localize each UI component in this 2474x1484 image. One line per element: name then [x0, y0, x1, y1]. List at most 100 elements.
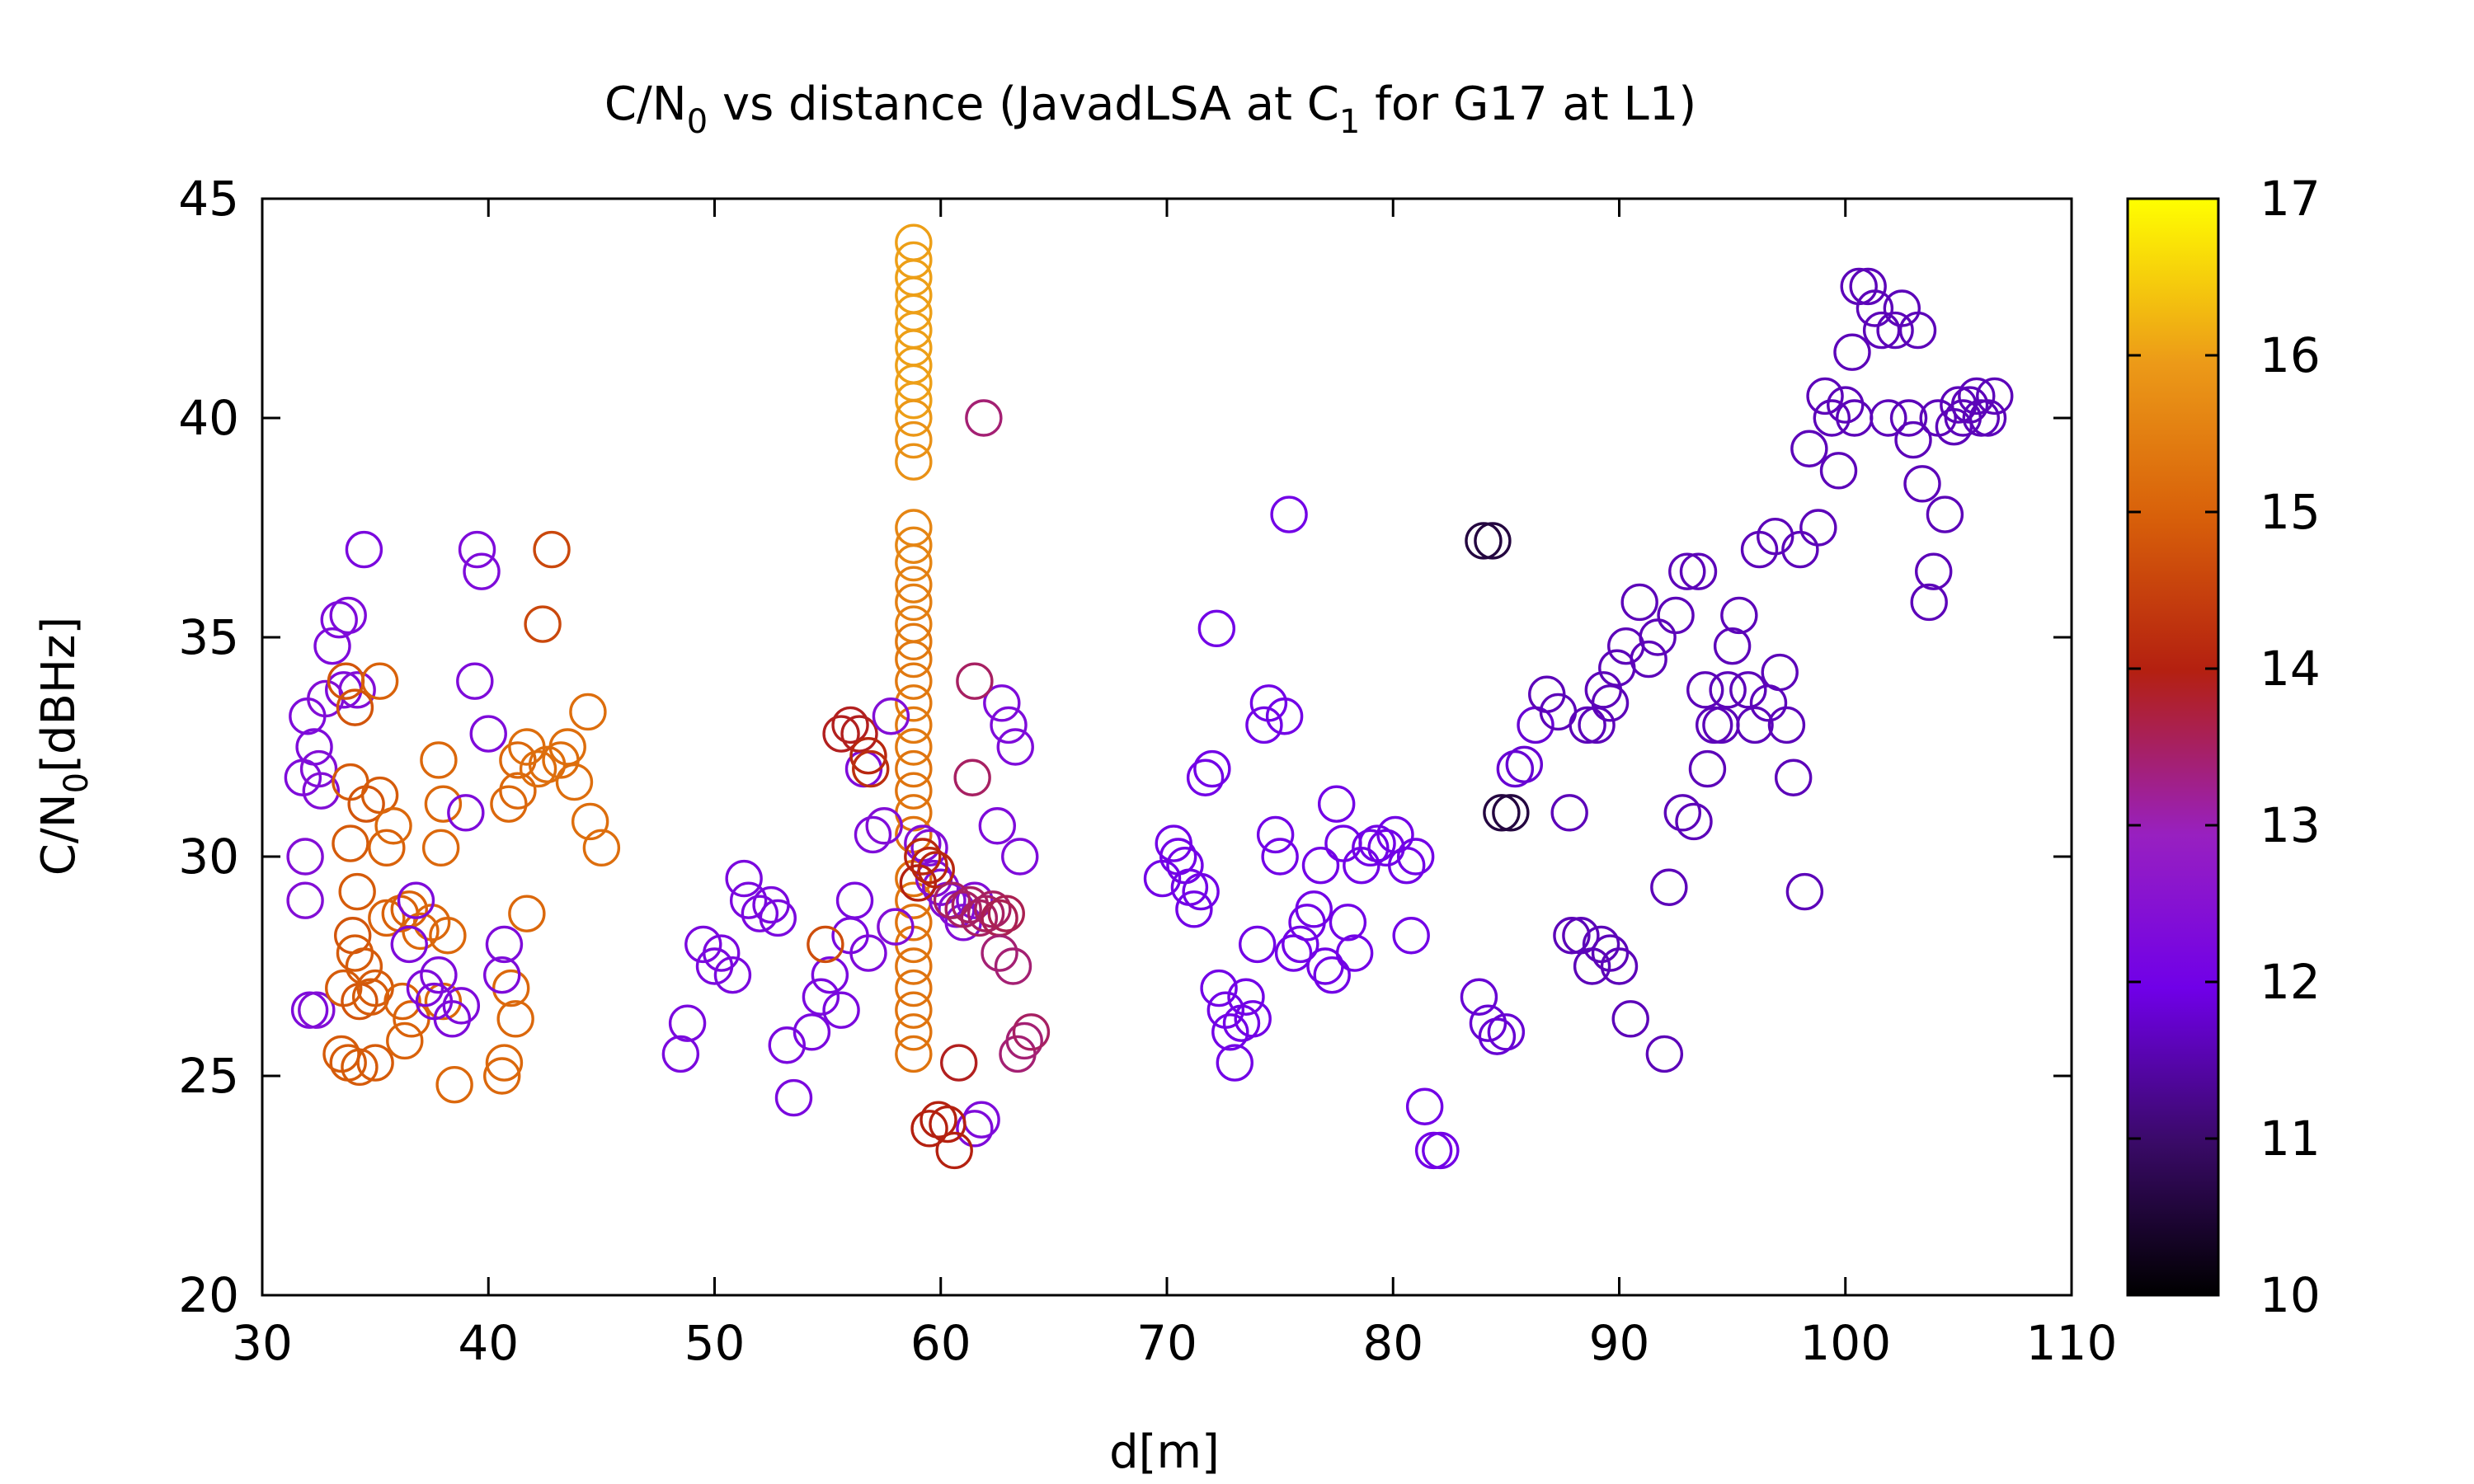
data-point [661, 1035, 700, 1073]
data-point [1193, 749, 1231, 788]
data-point [974, 890, 1012, 928]
data-point [939, 1044, 978, 1082]
data-point [793, 1013, 831, 1051]
data-point [286, 838, 324, 876]
data-point [1288, 904, 1326, 942]
data-point [831, 706, 869, 744]
data-point [852, 749, 890, 788]
data-point [483, 956, 521, 994]
data-point [725, 859, 763, 898]
data-point [329, 596, 367, 635]
data-point [1729, 671, 1767, 709]
data-point [1819, 452, 1858, 490]
data-point [1211, 1013, 1249, 1051]
data-point [872, 697, 910, 735]
data-point [1688, 749, 1727, 788]
data-point [1335, 934, 1374, 972]
data-point [895, 1013, 933, 1051]
data-point [1265, 697, 1304, 735]
data-point [1317, 785, 1356, 823]
data-point [1736, 706, 1774, 744]
data-point [1270, 495, 1308, 533]
data-point [807, 925, 844, 964]
data-point [895, 622, 933, 661]
x-tick-label: 40 [458, 1315, 519, 1371]
data-point [1976, 377, 2014, 416]
data-point [895, 443, 933, 481]
data-point [499, 741, 537, 779]
data-point [1757, 517, 1794, 556]
data-point [582, 829, 621, 867]
data-point [386, 1021, 424, 1060]
data-point [956, 662, 994, 700]
data-point [1910, 583, 1948, 622]
data-point [987, 895, 1025, 932]
data-point [768, 1026, 806, 1064]
data-point [420, 741, 458, 779]
data-point [1496, 749, 1535, 788]
data-point [774, 1078, 813, 1117]
data-point [1249, 684, 1288, 722]
colorbar-tick-label: 17 [2260, 171, 2321, 227]
data-point [533, 530, 571, 569]
data-point [981, 934, 1018, 972]
data-point [360, 776, 399, 815]
colorbar-tick-label: 13 [2260, 797, 2321, 853]
data-point [1505, 745, 1544, 783]
data-point [1301, 846, 1340, 885]
data-point [1827, 386, 1865, 424]
data-point [811, 956, 849, 994]
data-point [865, 807, 903, 845]
y-tick-label: 40 [178, 390, 239, 446]
data-point [1679, 552, 1718, 590]
colorbar [2126, 197, 2220, 1297]
data-point [1668, 552, 1706, 590]
data-point [338, 872, 376, 911]
data-point [1686, 671, 1724, 709]
data-point [1227, 978, 1265, 1016]
data-point [485, 1044, 524, 1082]
data-point [458, 530, 496, 569]
data-point [1569, 706, 1606, 744]
data-point [1889, 399, 1928, 437]
data-point [1460, 978, 1498, 1016]
data-point [1761, 653, 1799, 692]
data-point [802, 978, 840, 1016]
y-axis-label: C/N0[dBHz] [32, 617, 96, 876]
y-tick-label: 25 [178, 1048, 239, 1104]
data-point [895, 991, 933, 1029]
data-point [351, 978, 390, 1016]
x-tick-label: 80 [1362, 1315, 1423, 1371]
data-point [286, 881, 324, 919]
data-point [1702, 706, 1740, 744]
data-point [895, 772, 933, 810]
data-point [1591, 934, 1630, 972]
data-point [1790, 430, 1828, 467]
data-point [313, 627, 351, 665]
data-point [1740, 530, 1779, 569]
data-point [548, 728, 586, 766]
data-point [956, 881, 994, 919]
data-point [929, 1105, 967, 1144]
data-point [1894, 420, 1932, 459]
colorbar-ticks: 10 11 12 13 14 15 16 17 [2128, 171, 2321, 1323]
x-tick-label: 50 [684, 1315, 745, 1371]
data-point [1329, 904, 1367, 942]
data-point [1926, 495, 1964, 533]
data-point [555, 763, 594, 801]
data-point [752, 885, 790, 924]
data-point [1492, 794, 1530, 832]
data-point [840, 715, 878, 753]
data-point [1709, 671, 1747, 709]
data-point [1352, 829, 1390, 867]
data-point [1245, 706, 1283, 744]
data-point [1870, 399, 1907, 437]
data-point [849, 736, 887, 775]
data-point [1813, 399, 1851, 437]
data-point [433, 1000, 472, 1038]
data-point [895, 706, 933, 744]
data-point [1186, 758, 1225, 796]
colorbar-tick-label: 14 [2260, 641, 2321, 697]
data-point [1238, 925, 1277, 964]
